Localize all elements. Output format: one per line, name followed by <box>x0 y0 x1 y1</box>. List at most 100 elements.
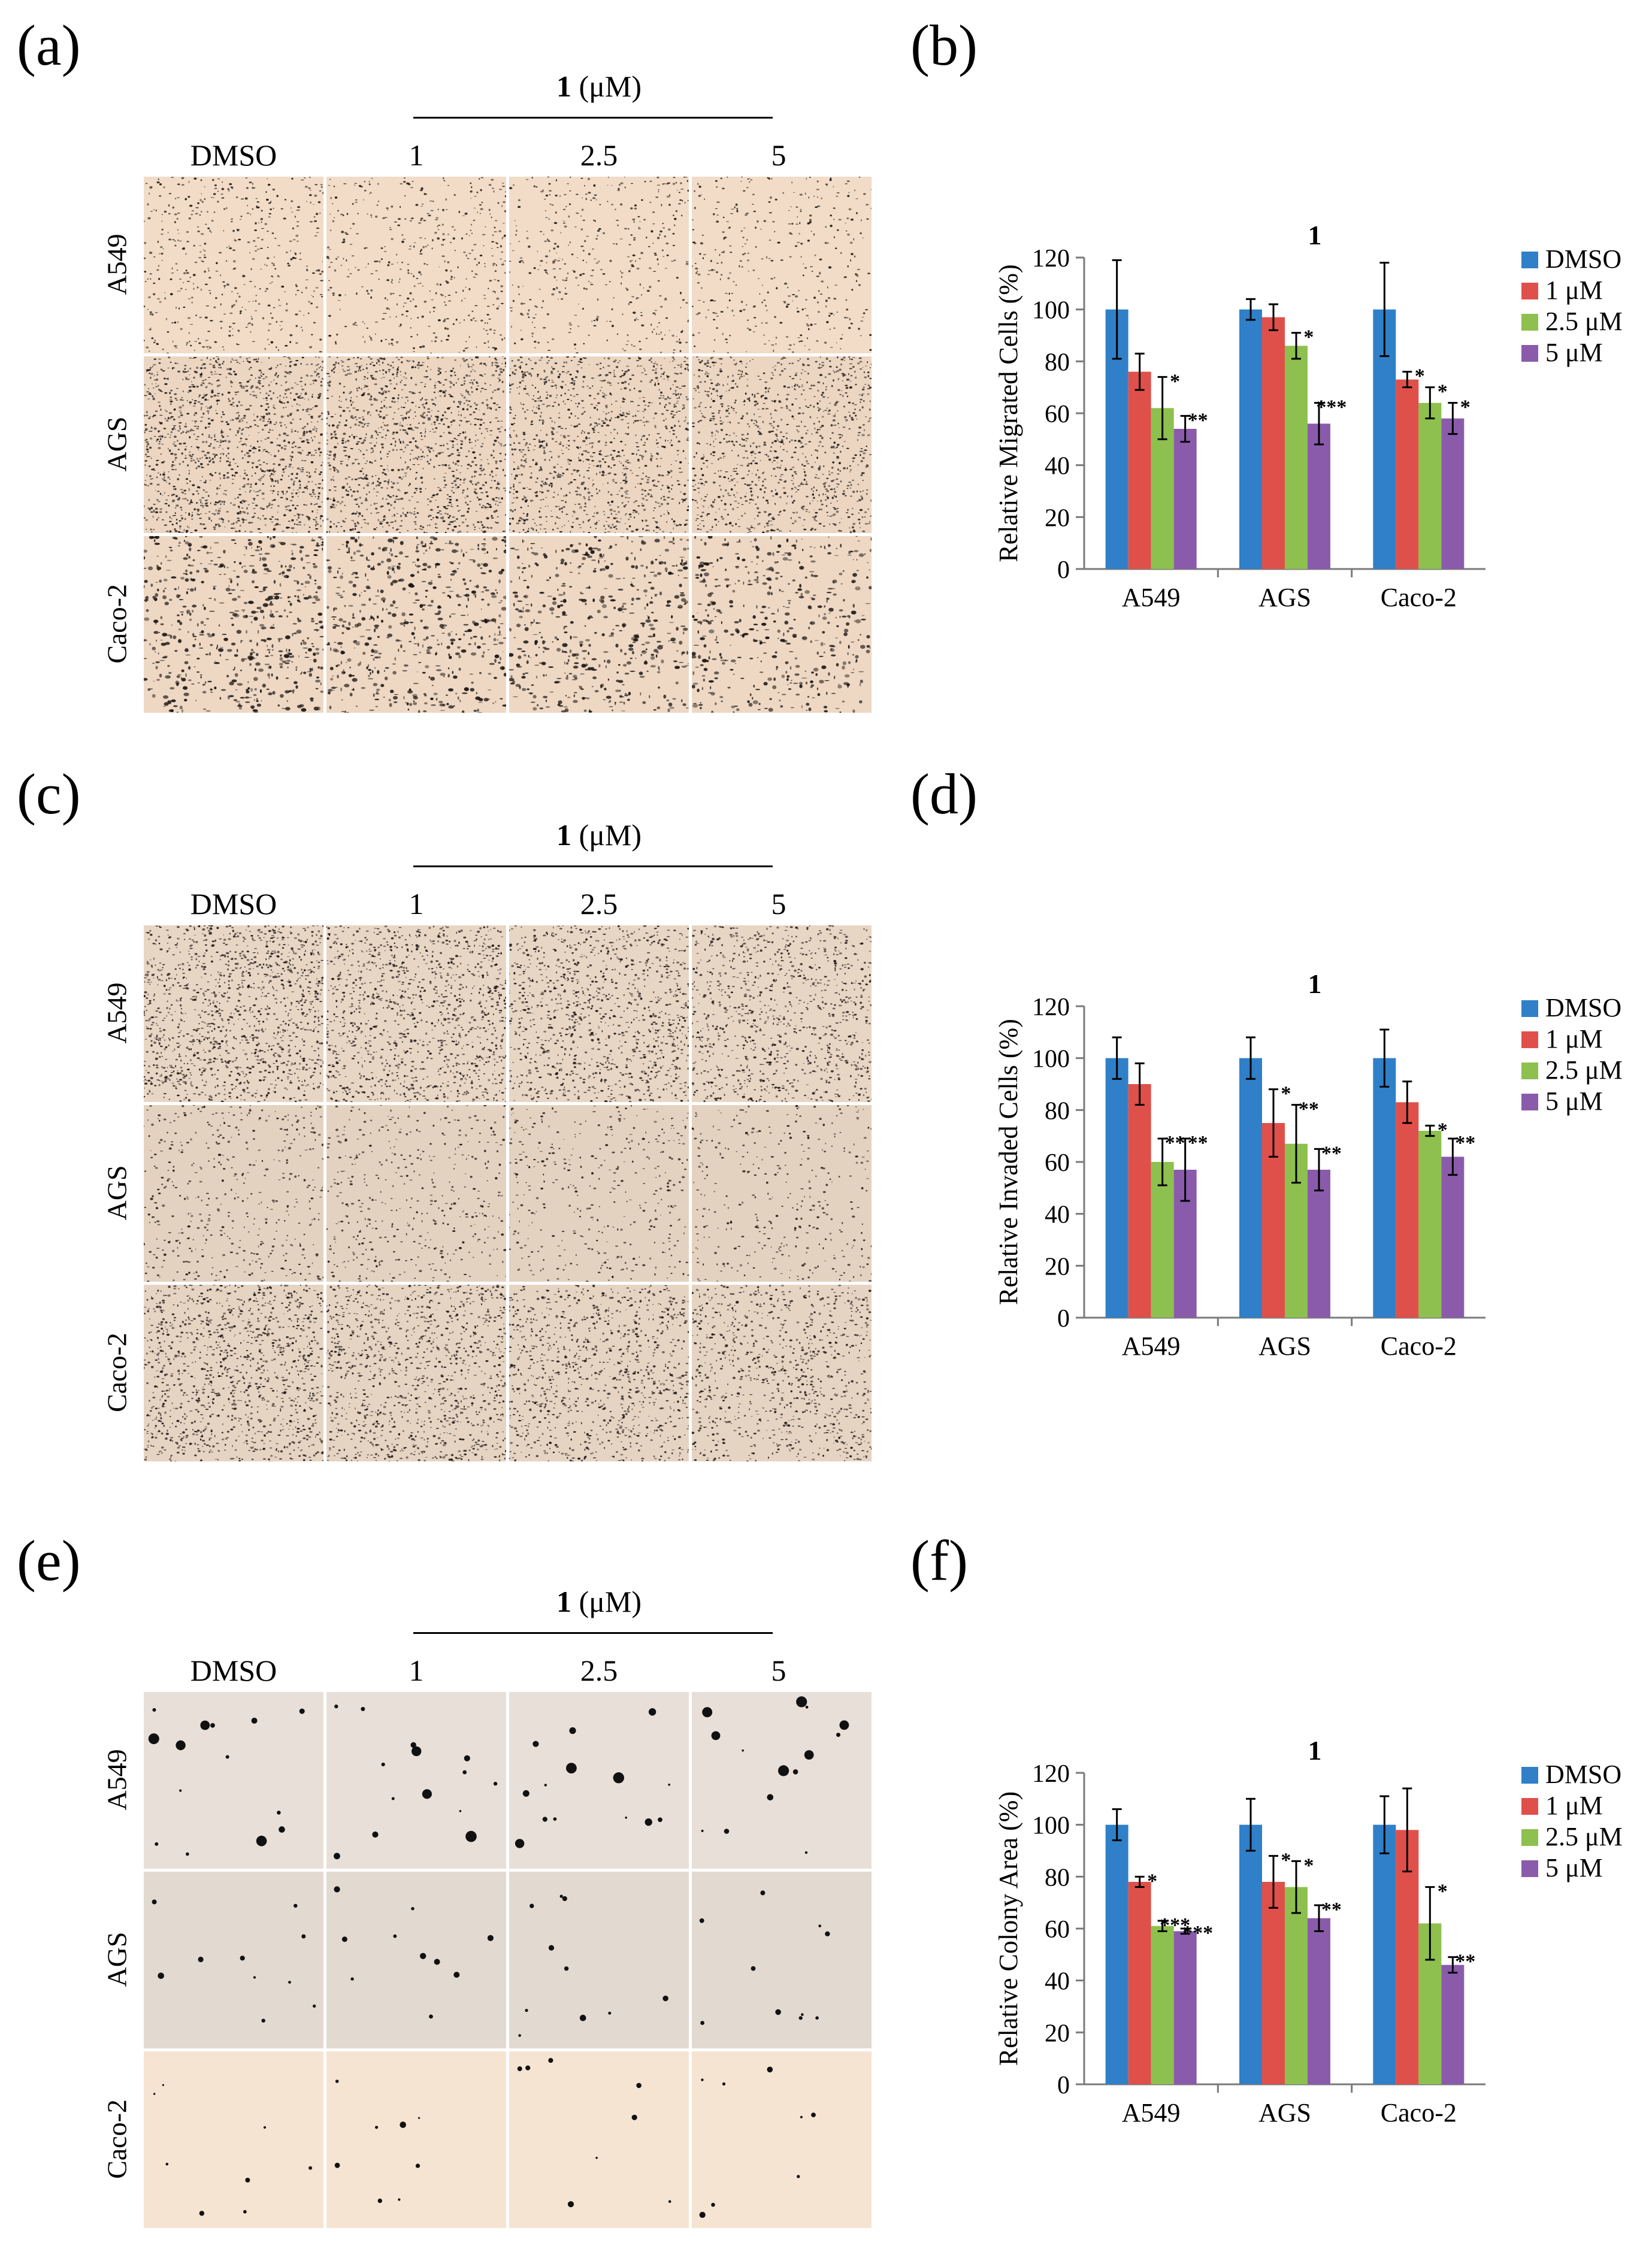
y-tick-label: 60 <box>1045 1149 1070 1177</box>
micrograph-tile <box>326 536 506 713</box>
panel-label-c: (c) <box>17 762 81 826</box>
column-header: DMSO <box>190 1654 277 1687</box>
significance-label: * <box>1303 1854 1314 1876</box>
bar <box>1173 429 1197 569</box>
micrograph-tile <box>509 177 689 353</box>
significance-label: ** <box>1299 1098 1319 1121</box>
y-tick-label: 20 <box>1045 1253 1070 1281</box>
micrograph-tile <box>509 1285 689 1461</box>
legend-swatch <box>1521 1031 1538 1048</box>
row-header: A549 <box>101 233 132 295</box>
significance-label: *** <box>1182 1922 1213 1944</box>
legend-swatch <box>1521 1000 1538 1017</box>
y-tick-label: 120 <box>1032 1760 1070 1788</box>
y-tick-label: 40 <box>1045 1968 1070 1996</box>
column-header: 2.5 <box>580 138 618 172</box>
micrograph-tile <box>326 1105 506 1282</box>
bar <box>1418 402 1442 569</box>
bar <box>1396 1102 1419 1318</box>
micrograph-tile <box>144 1872 323 2048</box>
significance-label: ** <box>1188 409 1208 431</box>
compound-label: 1 <box>556 818 571 852</box>
legend-swatch <box>1521 314 1538 331</box>
column-header: 1 <box>409 1654 424 1687</box>
row-header: Caco-2 <box>101 583 132 664</box>
micrograph-tile <box>692 925 872 1102</box>
micrograph-tile <box>144 177 323 353</box>
micrograph-tile <box>144 925 323 1102</box>
micrograph-tile <box>326 177 506 353</box>
bar <box>1418 1131 1442 1318</box>
significance-label: * <box>1460 396 1471 419</box>
column-header: 5 <box>771 887 786 921</box>
legend-swatch <box>1521 252 1538 268</box>
chart-title: 1 <box>1308 1735 1322 1766</box>
colony-area-bar-chart: 0 20 40 60 80 100 120 Relative Colony Area (%) 1… <box>994 1735 1623 2127</box>
bar <box>1285 346 1308 569</box>
column-header: DMSO <box>190 887 277 921</box>
panel-label-b: (b) <box>910 13 978 77</box>
y-tick-label: 80 <box>1045 1097 1070 1125</box>
legend-entry: 5 μM <box>1545 1853 1603 1882</box>
micrograph-tile <box>692 2051 872 2228</box>
y-tick-label: 80 <box>1045 1864 1070 1891</box>
bar <box>1151 1162 1174 1318</box>
bar <box>1105 1058 1128 1318</box>
micrograph-tile <box>509 1692 689 1869</box>
bar <box>1128 1084 1151 1318</box>
legend-swatch <box>1521 1063 1538 1079</box>
legend-entry: 5 μM <box>1545 338 1603 367</box>
bar <box>1441 1965 1465 2084</box>
micrograph-tile <box>692 177 872 353</box>
micrograph-tile <box>144 1105 323 1282</box>
bar <box>1373 1058 1396 1318</box>
concentration-bracket-line <box>413 1632 773 1634</box>
row-header: Caco-2 <box>101 2099 132 2179</box>
micrograph-tile <box>692 536 872 713</box>
significance-label: ** <box>1165 1132 1185 1154</box>
micrograph-tile <box>326 925 506 1102</box>
x-tick-label: A549 <box>1122 1331 1181 1361</box>
x-tick-label: AGS <box>1258 1331 1311 1361</box>
panel-label-f: (f) <box>910 1528 968 1593</box>
concentration-title: 1 (μM) <box>413 1584 785 1619</box>
legend-swatch <box>1521 1860 1538 1877</box>
y-tick-label: 60 <box>1045 1916 1070 1944</box>
unit-label: (μM) <box>571 1585 642 1618</box>
concentration-bracket-line <box>413 865 773 867</box>
legend-swatch <box>1521 345 1538 362</box>
y-tick-label: 0 <box>1057 1305 1070 1333</box>
compound-label: 1 <box>556 1585 571 1618</box>
legend-entry: 2.5 μM <box>1545 307 1623 336</box>
row-header: AGS <box>101 416 132 472</box>
legend-entry: 5 μM <box>1545 1086 1603 1116</box>
bar <box>1239 309 1262 569</box>
migration-bar-chart: 0 20 40 60 80 100 120 Relative Migrated Cells (… <box>994 220 1623 612</box>
micrograph-tile <box>144 356 323 533</box>
y-tick-label: 20 <box>1045 2020 1070 2047</box>
legend-entry: DMSO <box>1545 993 1621 1022</box>
y-tick-label: 40 <box>1045 1201 1070 1229</box>
significance-label: * <box>1281 1083 1291 1105</box>
significance-label: * <box>1438 1881 1448 1903</box>
bar <box>1262 317 1285 569</box>
bar <box>1441 418 1465 569</box>
significance-label: ** <box>1455 1951 1475 1973</box>
significance-label: ** <box>1455 1132 1475 1154</box>
legend-entry: DMSO <box>1545 1760 1621 1789</box>
significance-label: ** <box>1188 1132 1208 1154</box>
bar <box>1239 1058 1262 1318</box>
significance-label: * <box>1281 1850 1291 1872</box>
micrograph-tile <box>144 1285 323 1461</box>
legend-entry: 2.5 μM <box>1545 1822 1623 1851</box>
bar <box>1308 1170 1330 1318</box>
micrograph-tile <box>144 1692 323 1869</box>
x-tick-label: AGS <box>1258 2098 1311 2127</box>
micrograph-tile <box>509 356 689 533</box>
significance-label: ** <box>1321 1142 1342 1164</box>
bar <box>1151 1926 1174 2084</box>
significance-label: * <box>1147 1870 1157 1892</box>
row-header: AGS <box>101 1164 132 1221</box>
panel-label-e: (e) <box>17 1528 81 1593</box>
y-tick-label: 120 <box>1032 994 1070 1021</box>
